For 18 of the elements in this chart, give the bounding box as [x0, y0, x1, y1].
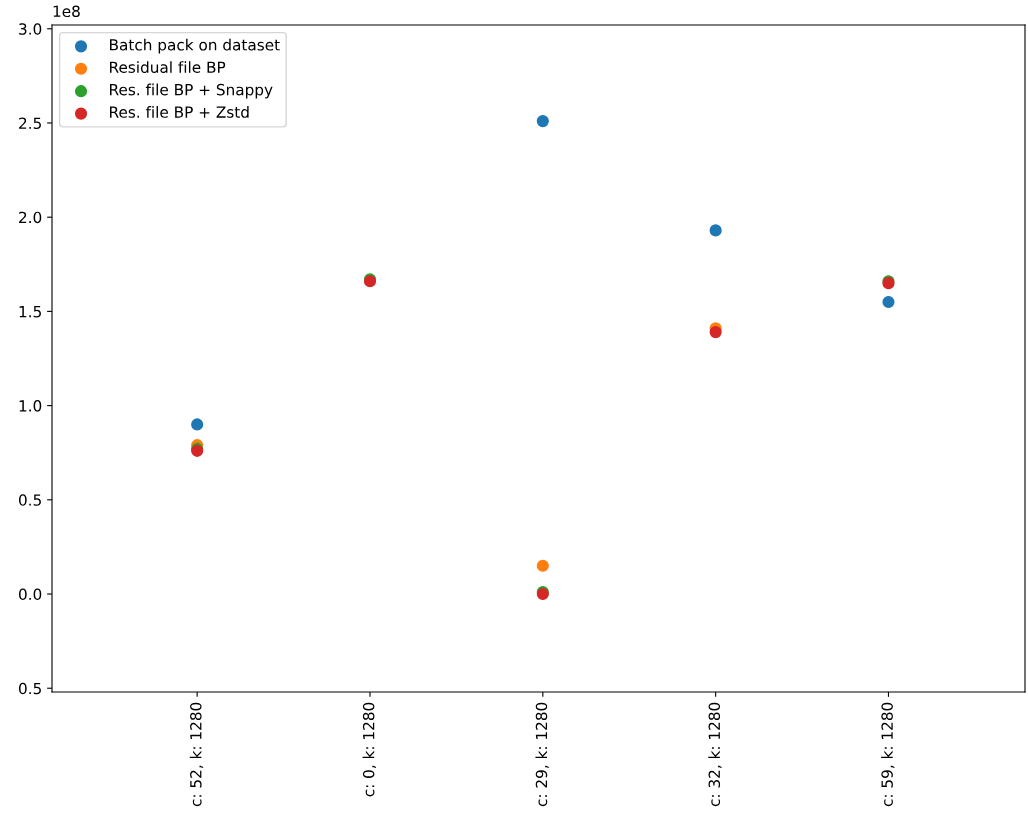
x-tick-label: c: 52, k: 1280: [189, 702, 204, 807]
y-tick-label: 0.5: [18, 494, 41, 506]
y-tick-label: 2.0: [19, 211, 42, 224]
legend-label: Res. file BP + Zstd: [110, 106, 249, 118]
x-tick-label: c: 32, k: 1280: [708, 702, 722, 807]
y-tick-label: 0.5: [18, 682, 41, 695]
text: 1e8: [53, 5, 80, 18]
y-tick-label: 1.0: [19, 400, 42, 412]
legend-label: Residual file BP: [110, 61, 226, 73]
x-tick-label: c: 29, k: 1280: [535, 702, 549, 807]
x-tick-label: c: 0, k: 1280: [362, 702, 376, 797]
y-tick-label: 3.0: [19, 23, 42, 35]
y-tick-label: 2.5: [19, 117, 41, 129]
x-tick-label: c: 59, k: 1280: [881, 702, 895, 807]
y-tick-label: 0.0: [18, 588, 42, 601]
y-tick-label: 1.5: [19, 306, 41, 318]
legend-label: Res. file BP + Snappy: [110, 83, 273, 99]
legend-label: Batch pack on dataset: [110, 38, 280, 54]
